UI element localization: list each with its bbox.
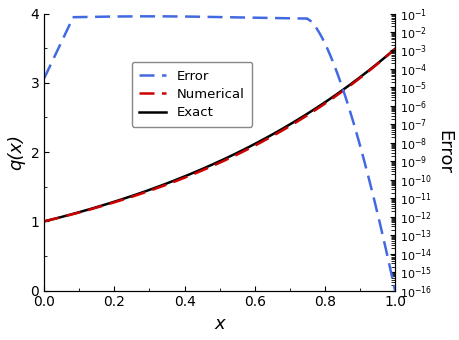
- Error: [77, 15, 83, 19]
- Exact: [41, 219, 47, 223]
- Numerical: [41, 219, 47, 223]
- Exact: [183, 174, 189, 178]
- Numerical: [77, 210, 83, 214]
- Numerical: [282, 127, 287, 131]
- Error: [183, 15, 189, 19]
- Error: [315, 29, 320, 33]
- Y-axis label: q(x): q(x): [7, 134, 25, 170]
- Exact: [392, 47, 397, 51]
- Error: [392, 289, 397, 293]
- Exact: [196, 168, 201, 172]
- Error: [41, 76, 47, 80]
- Exact: [321, 101, 326, 105]
- Exact: [314, 105, 320, 109]
- X-axis label: x: x: [214, 315, 224, 333]
- Numerical: [196, 170, 201, 174]
- Error: [146, 14, 152, 18]
- Numerical: [314, 106, 320, 110]
- Legend: Error, Numerical, Exact: Error, Numerical, Exact: [131, 62, 252, 127]
- Numerical: [392, 47, 397, 51]
- Numerical: [183, 175, 189, 179]
- Error: [196, 15, 202, 19]
- Error: [282, 16, 288, 20]
- Exact: [77, 210, 83, 214]
- Numerical: [321, 102, 326, 106]
- Line: Numerical: Numerical: [44, 49, 394, 221]
- Line: Error: Error: [44, 16, 394, 291]
- Y-axis label: Error: Error: [434, 130, 452, 174]
- Line: Exact: Exact: [44, 49, 394, 221]
- Error: [321, 40, 326, 45]
- Exact: [282, 125, 287, 129]
